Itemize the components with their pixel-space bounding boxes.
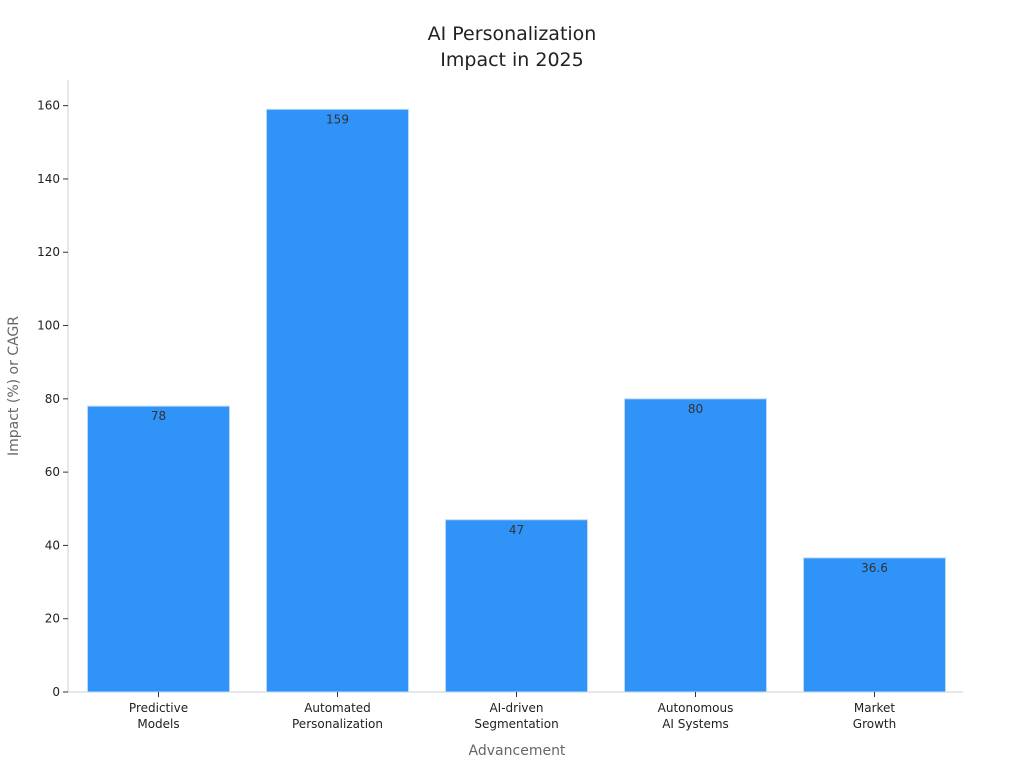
y-tick-label: 120 (37, 245, 60, 259)
bar-value-label: 78 (151, 409, 166, 423)
x-category-label: Predictive (129, 701, 188, 715)
y-tick-label: 140 (37, 172, 60, 186)
bar (445, 519, 588, 693)
y-tick-label: 0 (52, 685, 60, 699)
x-category-label: Growth (853, 717, 896, 731)
x-category-label: AI-driven (489, 701, 543, 715)
bar (87, 405, 230, 693)
x-category-label: Automated (304, 701, 371, 715)
y-tick-label: 60 (45, 465, 60, 479)
x-category-label: Market (854, 701, 896, 715)
y-tick-label: 100 (37, 319, 60, 333)
x-category-label: Segmentation (474, 717, 558, 731)
bar-value-label: 159 (326, 112, 349, 126)
bar-value-label: 36.6 (861, 561, 888, 575)
bar (624, 398, 767, 693)
y-axis-title: Impact (%) or CAGR (6, 316, 22, 456)
x-axis-title: Advancement (469, 743, 566, 759)
bar (266, 108, 409, 693)
bar-value-label: 47 (509, 523, 524, 537)
chart-title-line-2: Impact in 2025 (440, 49, 583, 71)
x-category-label: Models (137, 717, 179, 731)
bar (803, 557, 946, 693)
y-tick-label: 160 (37, 99, 60, 113)
y-tick-label: 20 (45, 612, 60, 626)
bar-value-label: 80 (688, 402, 703, 416)
y-tick-label: 40 (45, 538, 60, 552)
x-category-label: Personalization (292, 717, 383, 731)
x-category-label: AI Systems (662, 717, 729, 731)
x-category-label: Autonomous (658, 701, 734, 715)
chart-title-line-1: AI Personalization (428, 23, 597, 45)
chart-title: AI Personalization Impact in 2025 (428, 23, 597, 71)
y-tick-label: 80 (45, 392, 60, 406)
plot-area: 0 20 40 60 80 100 120 140 160 78 Predictive Models 1… (37, 80, 963, 731)
